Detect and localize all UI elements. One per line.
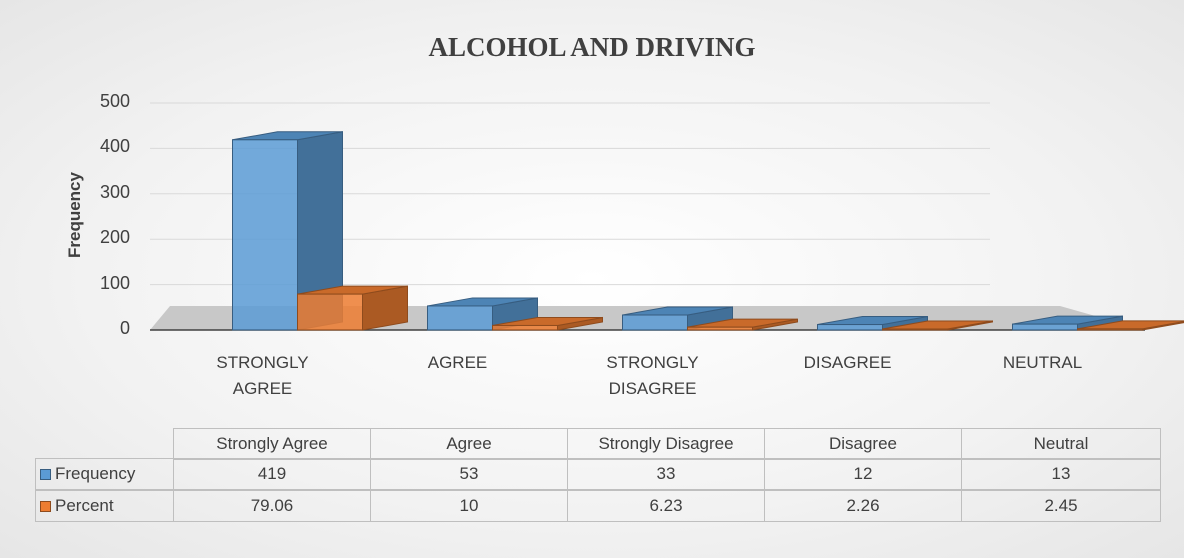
table-header: Strongly Agree	[173, 428, 371, 460]
legend-key	[40, 469, 51, 480]
bar	[492, 316, 603, 331]
bar	[882, 320, 993, 331]
table-cell: 12	[764, 458, 962, 490]
y-tick-label: 100	[99, 272, 130, 293]
table-row-label: Percent	[35, 490, 174, 522]
bar-front	[687, 326, 753, 331]
legend-key	[40, 501, 51, 512]
legend-label: Frequency	[55, 464, 136, 483]
bar-front	[1012, 323, 1078, 331]
bar-front	[817, 324, 883, 331]
table-cell: 2.45	[961, 490, 1161, 522]
y-tick-label: 500	[99, 91, 130, 111]
table-cell: 33	[567, 458, 765, 490]
table-cell: 53	[370, 458, 568, 490]
y-tick-label: 200	[99, 227, 130, 248]
y-tick-label: 400	[99, 136, 130, 157]
x-tick-label: AGREE	[427, 353, 488, 372]
bar-front	[622, 314, 688, 331]
x-tick-label: DISAGREE	[803, 353, 892, 372]
table-cell: 10	[370, 490, 568, 522]
y-tick-label: 300	[99, 181, 130, 202]
bar-front	[232, 139, 298, 331]
bar	[622, 306, 733, 331]
bar-front	[882, 328, 948, 331]
table-row-label: Frequency	[35, 458, 174, 490]
legend-label: Percent	[55, 496, 114, 515]
table-header: Strongly Disagree	[567, 428, 765, 460]
x-tick-label: NEUTRAL	[1002, 353, 1083, 372]
x-tick-label: STRONGLY DISAGREE	[606, 353, 699, 398]
bar-front	[492, 324, 558, 331]
table-header: Neutral	[961, 428, 1161, 460]
bar	[1077, 320, 1184, 331]
bar	[232, 131, 343, 331]
table-header: Disagree	[764, 428, 962, 460]
bar-front	[427, 305, 493, 331]
chart-title: ALCOHOL AND DRIVING	[428, 32, 756, 62]
table-cell: 2.26	[764, 490, 962, 522]
table-header: Agree	[370, 428, 568, 460]
bar	[297, 285, 408, 331]
bar-front	[297, 293, 363, 331]
table-cell: 13	[961, 458, 1161, 490]
table-cell: 6.23	[567, 490, 765, 522]
x-tick-label: STRONGLY AGREE	[216, 353, 309, 398]
table-cell: 79.06	[173, 490, 371, 522]
y-axis-title: Frequency	[65, 172, 84, 258]
bar-front	[1077, 328, 1143, 331]
table-cell: 419	[173, 458, 371, 490]
bar	[687, 318, 798, 331]
y-tick-label: 0	[119, 318, 130, 338]
